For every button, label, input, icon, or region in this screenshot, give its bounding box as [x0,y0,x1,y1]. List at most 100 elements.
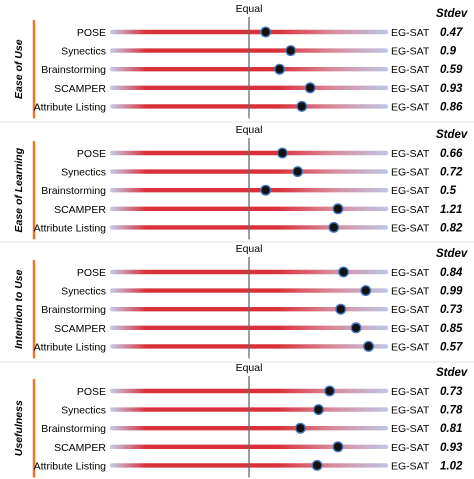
stdev-value: 0.99 [440,286,463,298]
row-pose: POSE EG-SAT 0.66 [77,148,463,160]
mean-marker [335,303,347,315]
stdev-value: 0.5 [440,185,457,197]
stdev-value: 0.78 [440,405,463,417]
stdev-value: 0.47 [440,27,463,39]
row-label: Brainstorming [41,304,106,316]
row-label: POSE [77,386,106,398]
row-synectics: Synectics EG-SAT 0.78 [61,405,463,417]
mean-marker [338,266,350,278]
stdev-value: 0.86 [440,101,463,113]
panel-ease-of-use: Equal Stdev Ease of Use POSE EG-SAT 0.47 Synec… [13,3,468,119]
stdev-value: 0.66 [440,148,463,160]
row-scamper: SCAMPER EG-SAT 0.93 [54,442,463,454]
stdev-header: Stdev [436,8,468,20]
mean-marker [328,221,340,233]
row-label: Attribute Listing [34,341,107,353]
mean-marker [294,422,306,434]
panel-title: Ease of Learning [13,147,25,232]
row-attribute-listing: Attribute Listing EG-SAT 0.57 [34,341,463,353]
equal-label: Equal [236,243,263,255]
row-label: Synectics [61,167,106,179]
scale-max-label: EG-SAT [391,204,430,216]
scale-max-label: EG-SAT [391,286,430,298]
panel-title: Ease of Use [13,39,25,99]
row-brainstorming: Brainstorming EG-SAT 0.59 [41,64,463,76]
equal-label: Equal [236,124,263,136]
mean-marker [276,147,288,159]
scale-max-label: EG-SAT [391,304,430,316]
stdev-value: 0.73 [440,304,463,316]
stdev-value: 0.73 [440,386,463,398]
row-attribute-listing: Attribute Listing EG-SAT 1.02 [34,460,463,472]
mean-marker [332,441,344,453]
stdev-value: 1.21 [440,204,462,216]
mean-marker [260,26,272,38]
row-label: Brainstorming [41,64,106,76]
scale-max-label: EG-SAT [391,323,430,335]
mean-marker [285,45,297,57]
row-pose: POSE EG-SAT 0.73 [77,386,463,398]
row-label: POSE [77,27,106,39]
stdev-value: 0.85 [440,323,463,335]
stdev-value: 0.59 [440,64,463,76]
row-pose: POSE EG-SAT 0.84 [77,267,463,279]
mean-marker [311,459,323,471]
row-attribute-listing: Attribute Listing EG-SAT 0.82 [34,222,463,234]
row-label: Attribute Listing [34,222,107,234]
mean-marker [304,82,316,94]
row-synectics: Synectics EG-SAT 0.99 [61,286,463,298]
row-brainstorming: Brainstorming EG-SAT 0.81 [41,423,462,435]
scale-max-label: EG-SAT [391,460,430,472]
row-scamper: SCAMPER EG-SAT 0.85 [54,323,463,335]
mean-marker [296,100,308,112]
scale-max-label: EG-SAT [391,83,430,95]
panel-title: Intention to Use [13,269,25,348]
stdev-value: 0.81 [440,423,462,435]
stdev-value: 0.84 [440,267,463,279]
mean-marker [350,322,362,334]
equal-label: Equal [236,3,263,15]
stdev-value: 0.93 [440,83,463,95]
panel-ease-of-learning: Equal Stdev Ease of Learning POSE EG-SAT 0.66… [13,124,468,240]
row-label: Synectics [61,405,106,417]
mean-marker [363,340,375,352]
row-label: Brainstorming [41,423,106,435]
mean-marker [324,385,336,397]
panel-intention-to-use: Equal Stdev Intention to Use POSE EG-SAT 0.84… [13,243,468,359]
scale-max-label: EG-SAT [391,405,430,417]
row-label: Synectics [61,286,106,298]
row-scamper: SCAMPER EG-SAT 0.93 [54,83,463,95]
row-label: Synectics [61,46,106,58]
row-synectics: Synectics EG-SAT 0.72 [61,167,463,179]
scale-max-label: EG-SAT [391,386,430,398]
scale-max-label: EG-SAT [391,167,430,179]
row-label: SCAMPER [54,83,106,95]
row-label: SCAMPER [54,323,106,335]
scale-max-label: EG-SAT [391,185,430,197]
row-label: POSE [77,267,106,279]
scale-max-label: EG-SAT [391,46,430,58]
mean-marker [274,63,286,75]
scale-max-label: EG-SAT [391,341,430,353]
stdev-value: 0.93 [440,442,463,454]
stdev-header: Stdev [436,129,468,141]
stdev-header: Stdev [436,248,468,260]
stdev-value: 0.9 [440,46,457,58]
scale-max-label: EG-SAT [391,64,430,76]
scale-max-label: EG-SAT [391,442,430,454]
stdev-value: 1.02 [440,460,463,472]
row-label: Brainstorming [41,185,106,197]
stdev-value: 0.82 [440,222,463,234]
scale-max-label: EG-SAT [391,267,430,279]
row-label: Attribute Listing [34,101,107,113]
equal-label: Equal [236,362,263,374]
row-scamper: SCAMPER EG-SAT 1.21 [54,204,462,216]
row-attribute-listing: Attribute Listing EG-SAT 0.86 [34,101,463,113]
mean-marker [260,184,272,196]
stdev-header: Stdev [436,367,468,379]
scale-max-label: EG-SAT [391,101,430,113]
mean-marker [292,166,304,178]
mean-marker [360,285,372,297]
row-label: SCAMPER [54,442,106,454]
